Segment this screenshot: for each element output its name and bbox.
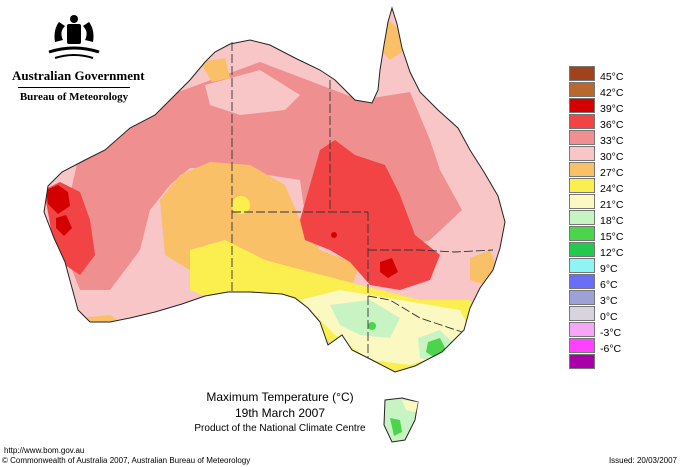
issued-date: Issued: 20/03/2007 bbox=[608, 456, 677, 465]
legend-swatch bbox=[569, 306, 595, 321]
legend-item: 27°C bbox=[569, 162, 629, 178]
legend-label: 15°C bbox=[600, 231, 624, 243]
map-title: Maximum Temperature (°C) bbox=[206, 390, 354, 404]
legend-label: 39°C bbox=[600, 103, 624, 115]
legend-item: 36°C bbox=[569, 114, 629, 130]
legend-swatch bbox=[569, 258, 595, 273]
legend-item: 3°C bbox=[569, 290, 629, 306]
legend-swatch bbox=[569, 290, 595, 305]
legend-swatch bbox=[569, 146, 595, 161]
legend-swatch bbox=[569, 338, 595, 353]
legend-swatch bbox=[569, 354, 595, 369]
legend-item: 45°C bbox=[569, 66, 629, 82]
legend-item: -3°C bbox=[569, 322, 629, 338]
australia-outline bbox=[43, 6, 506, 373]
legend-label: 12°C bbox=[600, 247, 624, 259]
legend-label: 33°C bbox=[600, 135, 624, 147]
legend-label: 9°C bbox=[600, 263, 618, 275]
legend-item bbox=[569, 354, 629, 370]
legend-item: 24°C bbox=[569, 178, 629, 194]
legend-item: 12°C bbox=[569, 242, 629, 258]
legend-swatch bbox=[569, 98, 595, 113]
coat-of-arms-icon bbox=[48, 15, 100, 59]
legend-item: 15°C bbox=[569, 226, 629, 242]
legend-swatch bbox=[569, 210, 595, 225]
legend-swatch bbox=[569, 242, 595, 257]
legend-label: 3°C bbox=[600, 295, 618, 307]
legend-item: 6°C bbox=[569, 274, 629, 290]
legend-item: 42°C bbox=[569, 82, 629, 98]
legend-label: 0°C bbox=[600, 311, 618, 323]
legend-label: 6°C bbox=[600, 279, 618, 291]
map-product: Product of the National Climate Centre bbox=[194, 423, 366, 434]
legend-label: 21°C bbox=[600, 199, 624, 211]
legend-label: 42°C bbox=[600, 87, 624, 99]
legend-item: 18°C bbox=[569, 210, 629, 226]
tasmania bbox=[383, 397, 419, 443]
legend-label: -3°C bbox=[600, 327, 622, 339]
legend-swatch bbox=[569, 194, 595, 209]
legend-swatch bbox=[569, 66, 595, 81]
legend-swatch bbox=[569, 226, 595, 241]
agency-name: Australian Government bbox=[12, 68, 145, 83]
legend-swatch bbox=[569, 130, 595, 145]
legend-label: 18°C bbox=[600, 215, 624, 227]
legend-item: 30°C bbox=[569, 146, 629, 162]
legend-swatch bbox=[569, 274, 595, 289]
legend-item: 0°C bbox=[569, 306, 629, 322]
legend-swatch bbox=[569, 114, 595, 129]
legend-swatch bbox=[569, 82, 595, 97]
divider bbox=[18, 87, 130, 88]
legend-item: 39°C bbox=[569, 98, 629, 114]
temperature-legend: 45°C 42°C 39°C 36°C 33°C 30°C 27°C 24°C 21°C 18°C… bbox=[569, 66, 629, 370]
legend-swatch bbox=[569, 162, 595, 177]
bureau-name: Bureau of Meteorology bbox=[19, 91, 129, 103]
legend-swatch bbox=[569, 178, 595, 193]
legend-item: -6°C bbox=[569, 338, 629, 354]
legend-label: 24°C bbox=[600, 183, 624, 195]
legend-label: 27°C bbox=[600, 167, 624, 179]
legend-label: 45°C bbox=[600, 71, 624, 83]
legend-label: -6°C bbox=[600, 343, 622, 355]
legend-swatch bbox=[569, 322, 595, 337]
legend-item: 33°C bbox=[569, 130, 629, 146]
legend-item: 9°C bbox=[569, 258, 629, 274]
state-borders bbox=[231, 42, 494, 358]
map-date: 19th March 2007 bbox=[234, 406, 326, 420]
legend-label: 36°C bbox=[600, 119, 624, 131]
copyright-text: © Commonwealth of Australia 2007, Austra… bbox=[2, 456, 251, 465]
website-link[interactable]: http://www.bom.gov.au bbox=[4, 446, 85, 455]
legend-label: 30°C bbox=[600, 151, 624, 163]
government-branding: Australian Government Bureau of Meteorol… bbox=[12, 12, 145, 103]
legend-item: 21°C bbox=[569, 194, 629, 210]
